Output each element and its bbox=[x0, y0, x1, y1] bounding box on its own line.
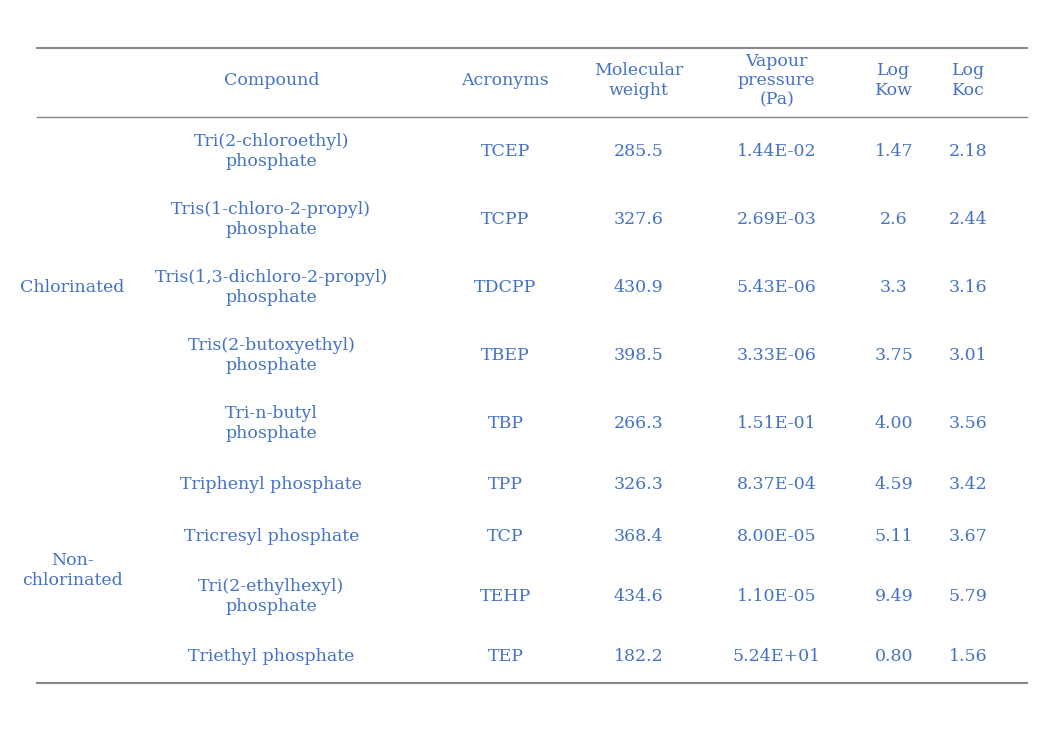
Text: 8.00E-05: 8.00E-05 bbox=[737, 528, 816, 545]
Text: 398.5: 398.5 bbox=[614, 347, 663, 364]
Text: 5.24E+01: 5.24E+01 bbox=[733, 649, 820, 666]
Text: TEP: TEP bbox=[487, 649, 523, 666]
Text: 4.00: 4.00 bbox=[875, 416, 913, 432]
Text: TCPP: TCPP bbox=[481, 211, 530, 228]
Text: 3.42: 3.42 bbox=[949, 476, 987, 493]
Text: 9.49: 9.49 bbox=[875, 588, 913, 605]
Text: Molecular
weight: Molecular weight bbox=[594, 62, 683, 99]
Text: 2.69E-03: 2.69E-03 bbox=[736, 211, 817, 228]
Text: 1.51E-01: 1.51E-01 bbox=[737, 416, 816, 432]
Text: Vapour
pressure
(Pa): Vapour pressure (Pa) bbox=[738, 53, 815, 108]
Text: 3.16: 3.16 bbox=[949, 279, 987, 296]
Text: Tris(2-butoxyethyl)
phosphate: Tris(2-butoxyethyl) phosphate bbox=[187, 337, 355, 374]
Text: 3.75: 3.75 bbox=[875, 347, 913, 364]
Text: 2.6: 2.6 bbox=[880, 211, 908, 228]
Text: Tri-n-butyl
phosphate: Tri-n-butyl phosphate bbox=[225, 405, 318, 442]
Text: Triphenyl phosphate: Triphenyl phosphate bbox=[181, 476, 362, 493]
Text: 3.67: 3.67 bbox=[949, 528, 987, 545]
Text: 3.01: 3.01 bbox=[949, 347, 987, 364]
Text: TEHP: TEHP bbox=[480, 588, 531, 605]
Text: 2.44: 2.44 bbox=[949, 211, 987, 228]
Text: 3.3: 3.3 bbox=[880, 279, 908, 296]
Text: 1.10E-05: 1.10E-05 bbox=[737, 588, 816, 605]
Text: 5.11: 5.11 bbox=[875, 528, 913, 545]
Text: 3.56: 3.56 bbox=[949, 416, 987, 432]
Text: Triethyl phosphate: Triethyl phosphate bbox=[188, 649, 354, 666]
Text: 368.4: 368.4 bbox=[614, 528, 663, 545]
Text: 8.37E-04: 8.37E-04 bbox=[737, 476, 816, 493]
Text: Tri(2-chloroethyl)
phosphate: Tri(2-chloroethyl) phosphate bbox=[194, 133, 349, 169]
Text: 1.47: 1.47 bbox=[875, 143, 913, 160]
Text: Tricresyl phosphate: Tricresyl phosphate bbox=[184, 528, 359, 545]
Text: 327.6: 327.6 bbox=[614, 211, 663, 228]
Text: Tris(1-chloro-2-propyl)
phosphate: Tris(1-chloro-2-propyl) phosphate bbox=[171, 201, 371, 237]
Text: 1.44E-02: 1.44E-02 bbox=[737, 143, 816, 160]
Text: 0.80: 0.80 bbox=[875, 649, 913, 666]
Text: TCP: TCP bbox=[487, 528, 523, 545]
Text: TBEP: TBEP bbox=[481, 347, 530, 364]
Text: Tris(1,3-dichloro-2-propyl)
phosphate: Tris(1,3-dichloro-2-propyl) phosphate bbox=[154, 269, 388, 306]
Text: Chlorinated: Chlorinated bbox=[20, 279, 124, 296]
Text: 326.3: 326.3 bbox=[614, 476, 663, 493]
Text: Tri(2-ethylhexyl)
phosphate: Tri(2-ethylhexyl) phosphate bbox=[198, 578, 345, 615]
Text: 5.43E-06: 5.43E-06 bbox=[737, 279, 816, 296]
Text: 182.2: 182.2 bbox=[614, 649, 663, 666]
Text: TPP: TPP bbox=[488, 476, 522, 493]
Text: 430.9: 430.9 bbox=[614, 279, 663, 296]
Text: Non-
chlorinated: Non- chlorinated bbox=[22, 552, 122, 589]
Text: TBP: TBP bbox=[487, 416, 523, 432]
Text: 266.3: 266.3 bbox=[614, 416, 663, 432]
Text: TCEP: TCEP bbox=[481, 143, 530, 160]
Text: 5.79: 5.79 bbox=[949, 588, 987, 605]
Text: Log
Kow: Log Kow bbox=[875, 62, 913, 99]
Text: Acronyms: Acronyms bbox=[462, 72, 549, 89]
Text: 4.59: 4.59 bbox=[875, 476, 913, 493]
Text: 285.5: 285.5 bbox=[614, 143, 663, 160]
Text: 3.33E-06: 3.33E-06 bbox=[736, 347, 817, 364]
Text: 434.6: 434.6 bbox=[614, 588, 663, 605]
Text: 2.18: 2.18 bbox=[949, 143, 987, 160]
Text: 1.56: 1.56 bbox=[949, 649, 987, 666]
Text: TDCPP: TDCPP bbox=[475, 279, 536, 296]
Text: Compound: Compound bbox=[223, 72, 319, 89]
Text: Log
Koc: Log Koc bbox=[951, 62, 985, 99]
